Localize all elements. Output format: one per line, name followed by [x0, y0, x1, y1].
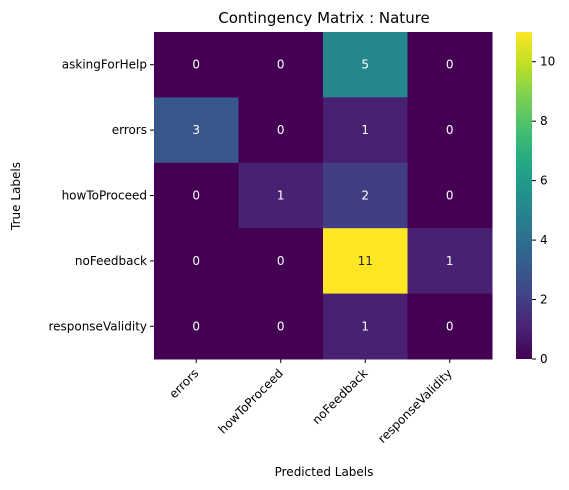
cell-value-label: 1 [361, 319, 369, 333]
x-tick-labels: errors howToProceed noFeedback responseVali… [167, 359, 455, 446]
y-tick-label: responseValidity [48, 319, 147, 333]
x-tick-label: noFeedback [309, 366, 370, 427]
chart-title: Contingency Matrix : Nature [218, 9, 430, 27]
cell-value-label: 0 [277, 254, 285, 268]
cell-value-label: 0 [192, 319, 200, 333]
cell-value-label: 0 [446, 319, 454, 333]
cell-value-label: 0 [192, 189, 200, 203]
cell-value-label: 0 [277, 58, 285, 72]
y-tick-label: noFeedback [75, 254, 147, 268]
cell-value-label: 3 [192, 123, 200, 137]
colorbar-tick-label: 2 [540, 293, 548, 307]
y-axis-label: True Labels [9, 162, 23, 231]
colorbar-tick-label: 0 [540, 352, 548, 366]
colorbar-gradient [516, 32, 532, 359]
cell-value-label: 0 [277, 319, 285, 333]
x-axis-label: Predicted Labels [275, 465, 374, 479]
cell-value-label: 11 [358, 254, 373, 268]
cell-value-label: 0 [277, 123, 285, 137]
cell-value-label: 0 [446, 58, 454, 72]
colorbar-tick-label: 8 [540, 114, 548, 128]
colorbar: 0 2 4 6 8 10 [516, 32, 555, 366]
cell-value-label: 5 [361, 58, 369, 72]
cell-value-label: 1 [446, 254, 454, 268]
cell-value-label: 0 [446, 123, 454, 137]
y-tick-label: askingForHelp [62, 58, 147, 72]
colorbar-tick-label: 4 [540, 233, 548, 247]
cell-value-label: 0 [192, 58, 200, 72]
y-tick-label: errors [112, 123, 147, 137]
cell-value-label: 2 [361, 189, 369, 203]
colorbar-tick-label: 10 [540, 55, 555, 69]
y-tick-label: howToProceed [62, 189, 147, 203]
x-tick-label: howToProceed [216, 366, 286, 436]
x-tick-label: responseValidity [375, 366, 455, 446]
cell-value-label: 0 [192, 254, 200, 268]
cell-value-label: 0 [446, 189, 454, 203]
cell-value-label: 1 [361, 123, 369, 137]
cell-value-label: 1 [277, 189, 285, 203]
x-tick-label: errors [167, 366, 202, 401]
colorbar-tick-label: 6 [540, 174, 548, 188]
y-tick-labels: askingForHelp errors howToProceed noFeedbac… [48, 58, 154, 334]
heatmap-cells: 0 0 5 03 0 1 00 1 2 00 0 11 10 0 1 0 [154, 32, 493, 360]
